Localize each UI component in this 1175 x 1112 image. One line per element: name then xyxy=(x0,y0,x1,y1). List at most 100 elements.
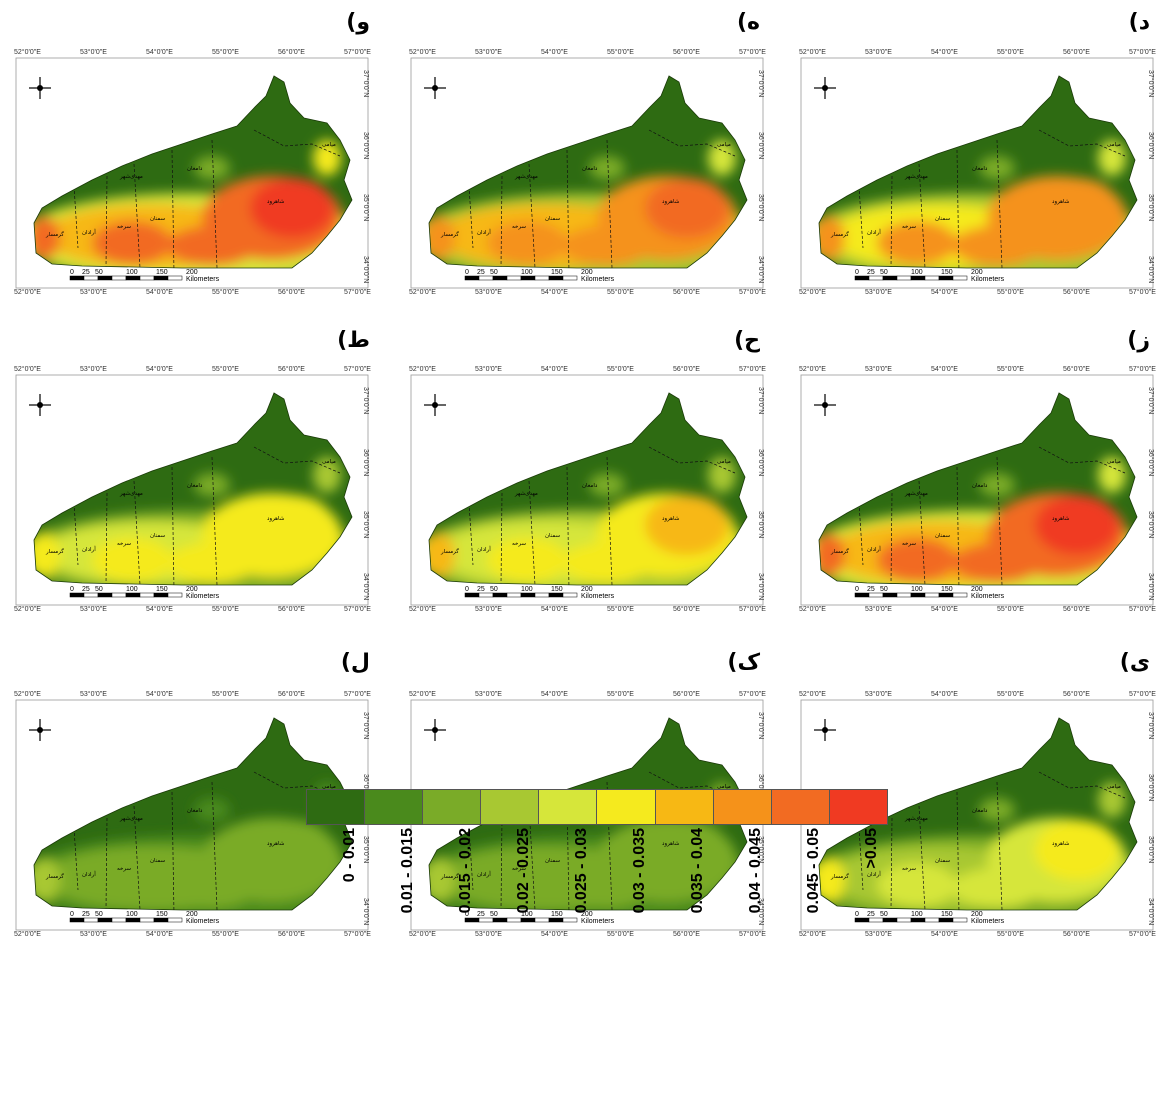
lon-tick-label: 57°0'0"E xyxy=(344,289,371,296)
town-label: میامی xyxy=(322,142,336,148)
legend-label: 0 - 0.01 xyxy=(341,828,358,883)
lon-tick-label: 57°0'0"E xyxy=(344,691,371,698)
town-label: دامغان xyxy=(972,166,988,172)
lat-tick-label: 36°0'0"N xyxy=(362,449,369,477)
lon-tick-label: 53°0'0"E xyxy=(80,931,107,938)
lat-tick-label: 35°0'0"N xyxy=(1147,511,1154,539)
lat-tick-label: 34°0'0"N xyxy=(362,898,369,926)
scale-tick-label: 200 xyxy=(186,586,198,593)
scale-tick-label: 25 xyxy=(867,269,875,276)
town-label: سرخه xyxy=(902,541,916,547)
panel-label: ز) xyxy=(1127,328,1150,353)
scale-unit-label: Kilometers xyxy=(581,593,615,600)
county-border xyxy=(890,817,893,910)
county-border xyxy=(211,139,218,268)
county-border xyxy=(956,466,960,585)
panel-label: د) xyxy=(1128,10,1150,35)
lon-tick-label: 55°0'0"E xyxy=(212,691,239,698)
lon-tick-label: 52°0'0"E xyxy=(799,366,826,373)
map-svg: گرمسار آرادان سرخه سمنان مهدی‌شهر دامغان شاهرو… xyxy=(15,57,369,289)
town-label: شاهرود xyxy=(267,841,285,847)
town-label: سمنان xyxy=(935,533,951,539)
panel-label: ح) xyxy=(734,328,760,353)
county-border xyxy=(133,480,141,585)
scale-tick-label: 0 xyxy=(855,911,859,918)
north-arrow-icon xyxy=(814,719,836,741)
lon-tick-label: 52°0'0"E xyxy=(799,49,826,56)
map-panel: گرمسار آرادان سرخه سمنان مهدی‌شهر دامغان شاهرو… xyxy=(10,48,372,298)
scale-unit-label: Kilometers xyxy=(971,593,1005,600)
lon-tick-label: 53°0'0"E xyxy=(80,49,107,56)
town-label: آرادان xyxy=(867,871,881,878)
county-border xyxy=(468,827,474,891)
county-border xyxy=(253,446,341,474)
county-border xyxy=(500,817,503,910)
town-label: شاهرود xyxy=(1052,516,1070,522)
lon-tick-label: 57°0'0"E xyxy=(1129,49,1156,56)
county-border xyxy=(73,502,79,566)
legend-label: 0.02 - 0.025 xyxy=(515,828,532,914)
legend-label-cell: 0.025 - 0.03 xyxy=(538,828,596,1108)
lon-tick-label: 53°0'0"E xyxy=(80,366,107,373)
scale-tick-label: 200 xyxy=(186,911,198,918)
lon-tick-label: 55°0'0"E xyxy=(607,49,634,56)
scale-tick-label: 25 xyxy=(477,911,485,918)
county-border xyxy=(996,781,1003,910)
scale-tick-label: 100 xyxy=(911,586,923,593)
county-border xyxy=(566,466,570,585)
legend-label-cell: 0.03 - 0.035 xyxy=(596,828,654,1108)
county-border xyxy=(956,149,960,268)
town-label: مهدی‌شهر xyxy=(119,816,143,822)
legend-label-cell: 0.015 - 0.02 xyxy=(422,828,480,1108)
scale-tick-label: 100 xyxy=(911,911,923,918)
scale-tick-label: 0 xyxy=(70,911,74,918)
lat-tick-label: 34°0'0"N xyxy=(1147,256,1154,284)
county-border xyxy=(918,163,926,268)
lon-tick-label: 55°0'0"E xyxy=(212,606,239,613)
lon-tick-label: 56°0'0"E xyxy=(1063,691,1090,698)
lon-tick-label: 52°0'0"E xyxy=(409,289,436,296)
legend-swatch xyxy=(655,790,714,824)
town-label: شاهرود xyxy=(662,841,680,847)
panel-label: ی) xyxy=(1119,650,1150,675)
province-outline xyxy=(428,392,748,586)
lon-tick-label: 55°0'0"E xyxy=(997,931,1024,938)
panel-label: ل) xyxy=(340,650,370,675)
lat-tick-label: 35°0'0"N xyxy=(1147,836,1154,864)
map-svg: گرمسار آرادان سرخه سمنان مهدی‌شهر دامغان شاهرو… xyxy=(800,374,1154,606)
scale-tick-label: 50 xyxy=(490,911,498,918)
lat-tick-label: 35°0'0"N xyxy=(362,511,369,539)
lon-tick-label: 57°0'0"E xyxy=(1129,366,1156,373)
map-panel: گرمسار آرادان سرخه سمنان مهدی‌شهر دامغان شاهرو… xyxy=(795,365,1157,615)
lon-tick-label: 55°0'0"E xyxy=(212,366,239,373)
county-border xyxy=(956,791,960,910)
map-svg: گرمسار آرادان سرخه سمنان مهدی‌شهر دامغان شاهرو… xyxy=(410,57,764,289)
scale-tick-label: 25 xyxy=(477,586,485,593)
scale-tick-label: 50 xyxy=(880,586,888,593)
lon-tick-label: 54°0'0"E xyxy=(146,606,173,613)
county-border xyxy=(73,185,79,249)
north-arrow-icon xyxy=(814,394,836,416)
legend-label: >0.05 xyxy=(863,828,880,869)
town-label: مهدی‌شهر xyxy=(904,491,928,497)
lon-tick-label: 55°0'0"E xyxy=(212,49,239,56)
scale-tick-label: 200 xyxy=(971,269,983,276)
scale-tick-label: 50 xyxy=(95,586,103,593)
lon-tick-label: 54°0'0"E xyxy=(146,931,173,938)
town-label: گرمسار xyxy=(440,873,459,880)
town-label: گرمسار xyxy=(830,873,849,880)
lat-tick-label: 37°0'0"N xyxy=(362,712,369,740)
lon-tick-label: 54°0'0"E xyxy=(541,49,568,56)
town-label: آرادان xyxy=(82,546,96,553)
scale-tick-label: 200 xyxy=(186,269,198,276)
lon-tick-label: 57°0'0"E xyxy=(739,691,766,698)
scale-tick-label: 25 xyxy=(82,269,90,276)
town-label: مهدی‌شهر xyxy=(514,491,538,497)
lon-tick-label: 55°0'0"E xyxy=(997,691,1024,698)
lon-tick-label: 53°0'0"E xyxy=(80,691,107,698)
town-label: آرادان xyxy=(867,229,881,236)
lon-tick-label: 54°0'0"E xyxy=(931,931,958,938)
lon-tick-label: 54°0'0"E xyxy=(931,606,958,613)
